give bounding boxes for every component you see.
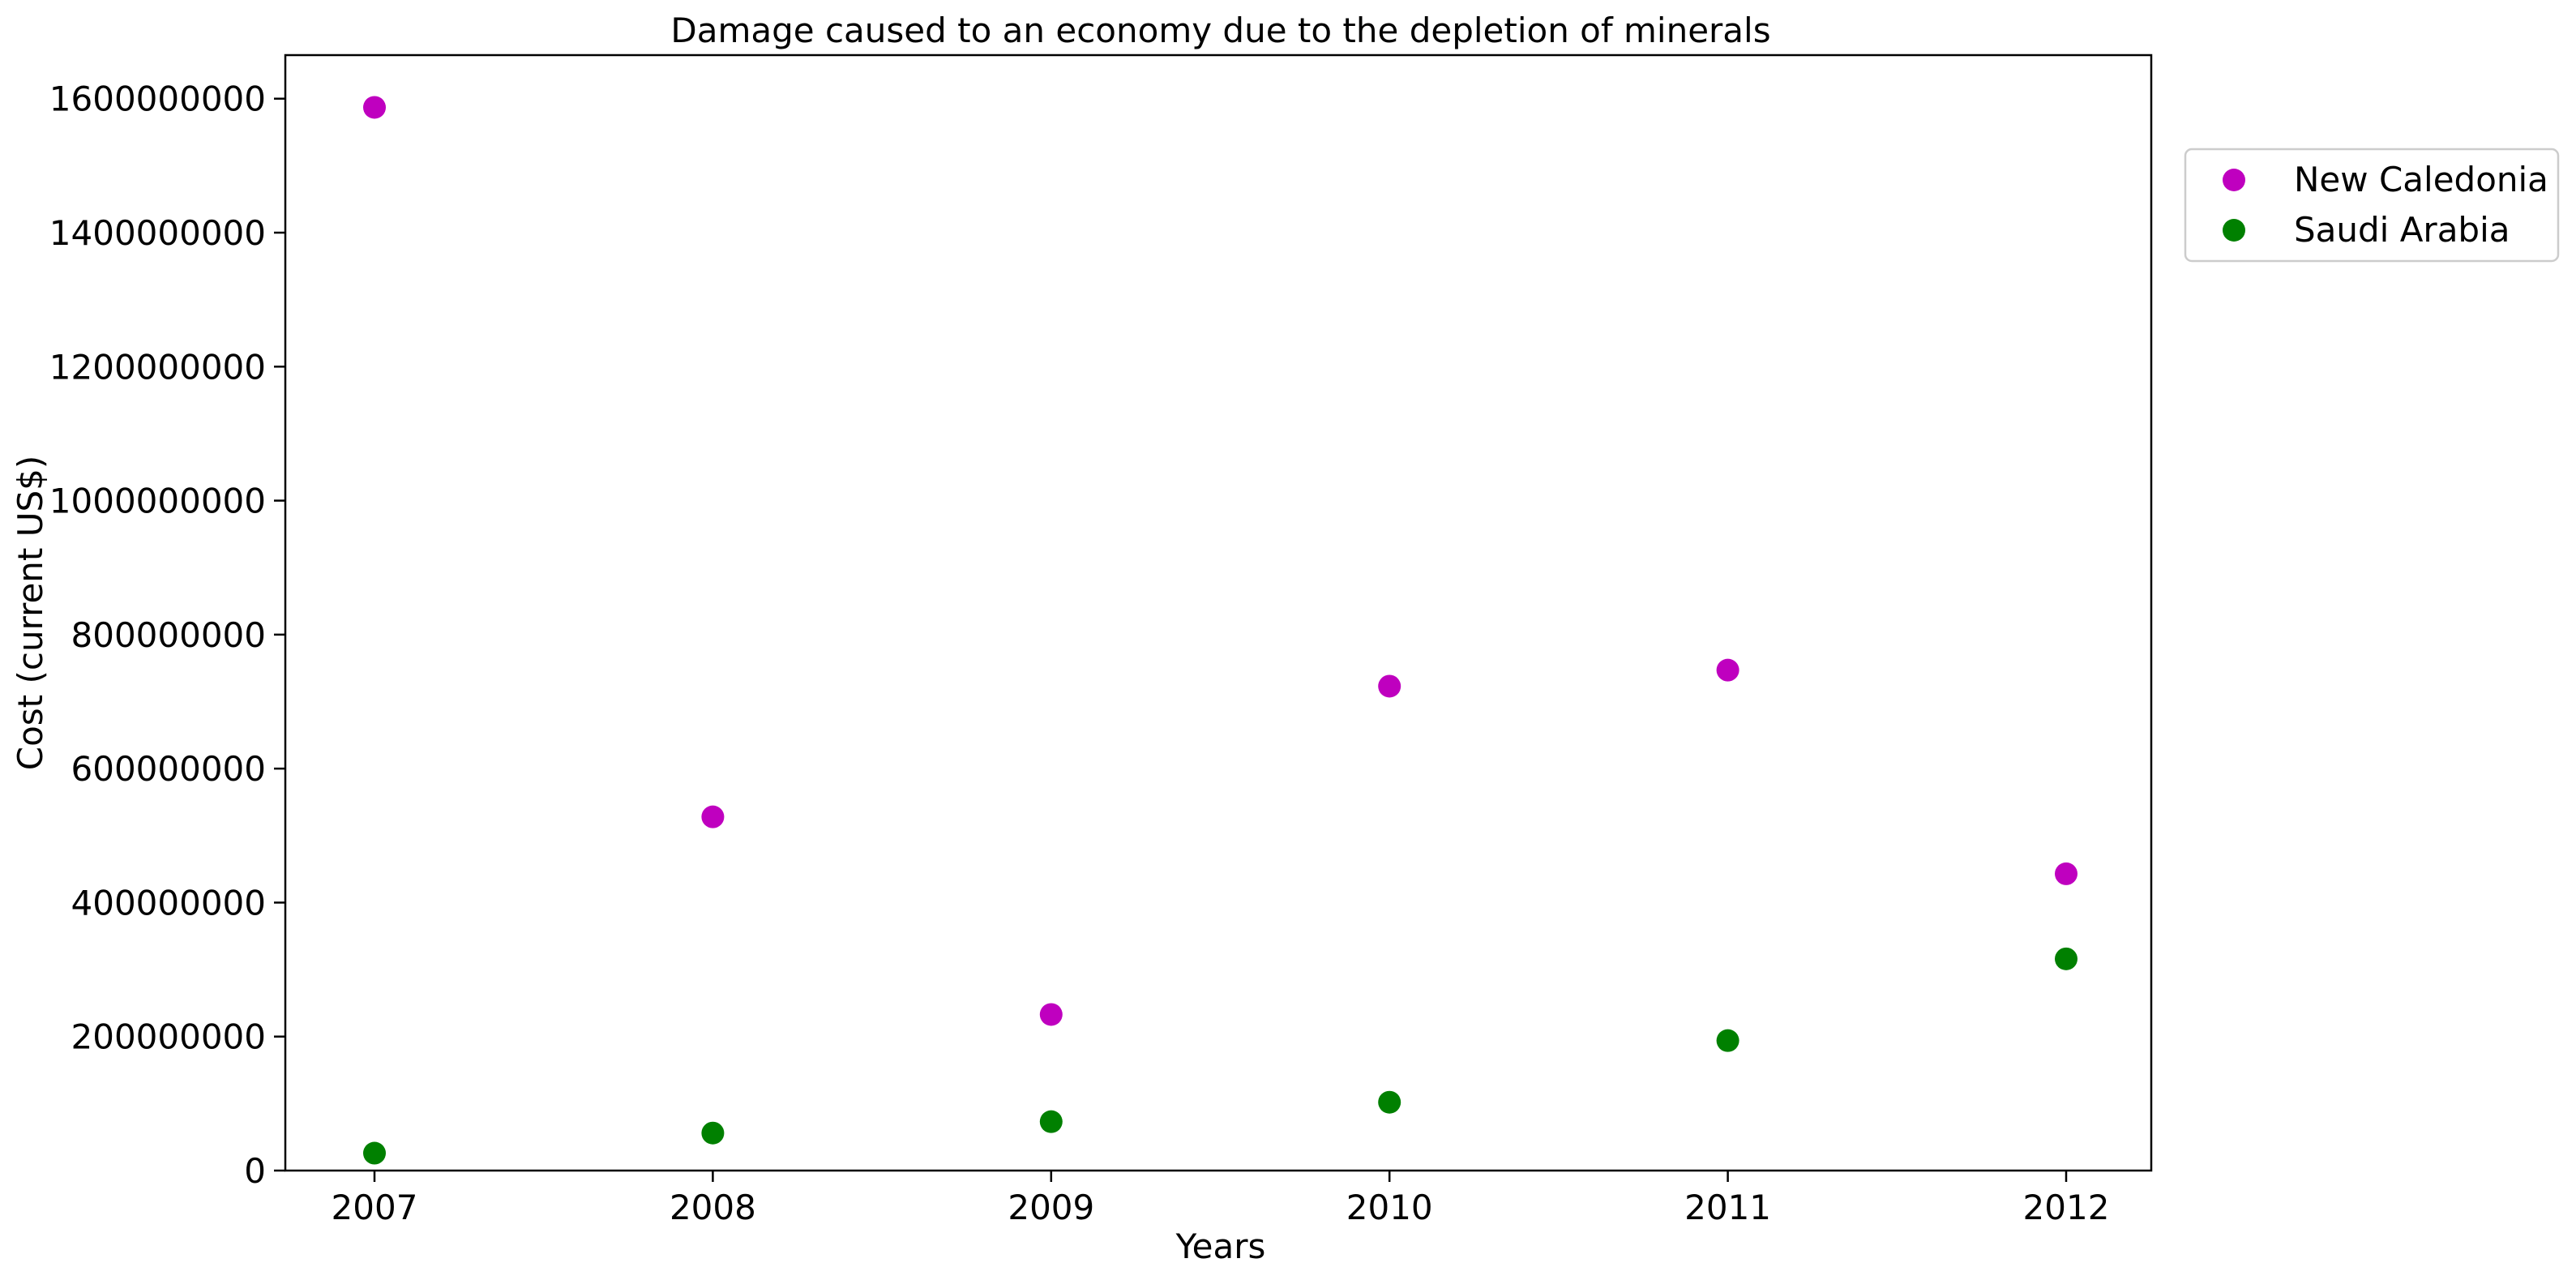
data-point-saudi-arabia — [363, 1141, 386, 1165]
y-tick-label: 400000000 — [71, 883, 267, 923]
data-point-new-caledonia — [1378, 674, 1401, 698]
data-point-new-caledonia — [1716, 658, 1739, 682]
x-tick-label: 2012 — [2023, 1188, 2110, 1227]
chart-title: Damage caused to an economy due to the d… — [670, 11, 1770, 50]
y-tick-label: 600000000 — [71, 749, 267, 789]
legend-box — [2184, 148, 2560, 263]
y-tick-label: 200000000 — [71, 1017, 267, 1057]
data-point-new-caledonia — [1039, 1003, 1063, 1026]
data-point-saudi-arabia — [2055, 947, 2077, 970]
legend-marker-new-caledonia — [2223, 169, 2245, 191]
legend: New Caledonia Saudi Arabia — [2184, 148, 2560, 263]
x-tick-label: 2009 — [1008, 1188, 1094, 1227]
y-tick-label: 1600000000 — [49, 79, 266, 119]
data-point-new-caledonia — [2055, 862, 2077, 885]
data-point-saudi-arabia — [1039, 1110, 1063, 1133]
x-tick-label: 2010 — [1346, 1188, 1433, 1227]
y-tick-label: 1000000000 — [49, 482, 266, 521]
y-tick-label: 800000000 — [71, 615, 267, 655]
data-point-saudi-arabia — [701, 1121, 725, 1145]
y-tick-label: 1400000000 — [49, 213, 266, 253]
legend-marker-saudi-arabia — [2223, 219, 2245, 242]
legend-label-saudi-arabia: Saudi Arabia — [2294, 210, 2510, 250]
data-point-new-caledonia — [363, 96, 386, 119]
y-tick-label: 1200000000 — [49, 347, 266, 387]
x-tick-label: 2011 — [1684, 1188, 1771, 1227]
data-point-new-caledonia — [701, 805, 725, 828]
data-points — [363, 96, 2077, 1165]
y-axis-label: Cost (current US$) — [11, 456, 50, 770]
legend-label-new-caledonia: New Caledonia — [2294, 160, 2548, 199]
data-point-saudi-arabia — [1716, 1029, 1739, 1052]
x-tick-label: 2008 — [670, 1188, 756, 1227]
x-tick-label: 2007 — [332, 1188, 418, 1227]
axis-ticks: 2007 2008 2009 2010 2011 2012 0 200000000 400000… — [49, 79, 2110, 1227]
x-axis-label: Years — [1175, 1226, 1266, 1266]
data-point-saudi-arabia — [1378, 1090, 1401, 1114]
plot-area-frame — [284, 54, 2153, 1172]
y-tick-label: 0 — [244, 1151, 266, 1191]
